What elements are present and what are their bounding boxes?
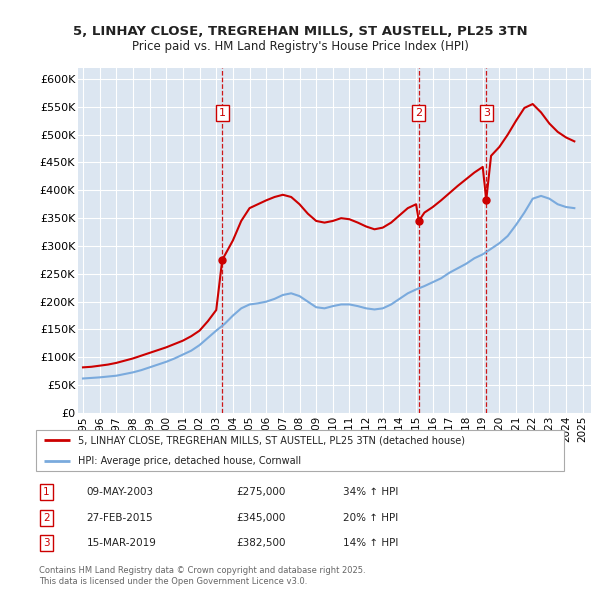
Text: 2: 2 bbox=[415, 108, 422, 118]
Text: 5, LINHAY CLOSE, TREGREHAN MILLS, ST AUSTELL, PL25 3TN: 5, LINHAY CLOSE, TREGREHAN MILLS, ST AUS… bbox=[73, 25, 527, 38]
Text: 34% ↑ HPI: 34% ↑ HPI bbox=[343, 487, 398, 497]
Text: 3: 3 bbox=[43, 538, 50, 548]
Text: 14% ↑ HPI: 14% ↑ HPI bbox=[343, 538, 398, 548]
Text: Price paid vs. HM Land Registry's House Price Index (HPI): Price paid vs. HM Land Registry's House … bbox=[131, 40, 469, 53]
FancyBboxPatch shape bbox=[35, 430, 565, 471]
Text: 09-MAY-2003: 09-MAY-2003 bbox=[86, 487, 154, 497]
Text: Contains HM Land Registry data © Crown copyright and database right 2025.
This d: Contains HM Land Registry data © Crown c… bbox=[39, 566, 365, 586]
Text: 5, LINHAY CLOSE, TREGREHAN MILLS, ST AUSTELL, PL25 3TN (detached house): 5, LINHAY CLOSE, TREGREHAN MILLS, ST AUS… bbox=[79, 435, 466, 445]
Text: 20% ↑ HPI: 20% ↑ HPI bbox=[343, 513, 398, 523]
Text: 3: 3 bbox=[483, 108, 490, 118]
Text: 27-FEB-2015: 27-FEB-2015 bbox=[86, 513, 153, 523]
Text: HPI: Average price, detached house, Cornwall: HPI: Average price, detached house, Corn… bbox=[79, 456, 302, 466]
Text: 2: 2 bbox=[43, 513, 50, 523]
Text: 15-MAR-2019: 15-MAR-2019 bbox=[86, 538, 156, 548]
Text: 1: 1 bbox=[219, 108, 226, 118]
Text: £275,000: £275,000 bbox=[236, 487, 285, 497]
Text: £382,500: £382,500 bbox=[236, 538, 286, 548]
Text: £345,000: £345,000 bbox=[236, 513, 285, 523]
Text: 1: 1 bbox=[43, 487, 50, 497]
